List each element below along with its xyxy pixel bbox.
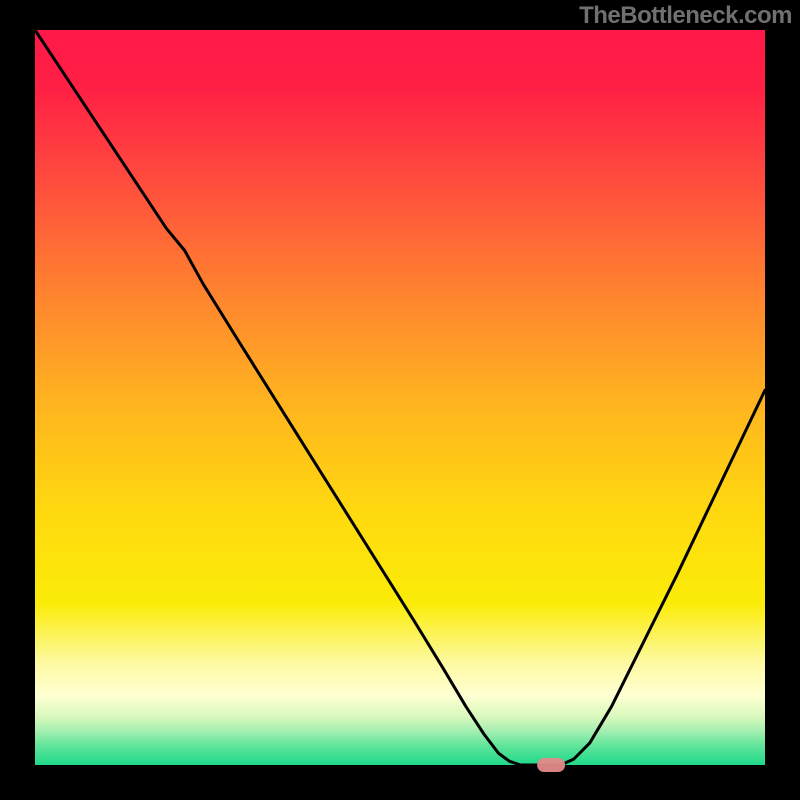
plot-region (35, 30, 765, 765)
bottleneck-chart: TheBottleneck.com (0, 0, 800, 800)
optimal-point-marker (537, 758, 565, 772)
chart-svg (0, 0, 800, 800)
watermark-text: TheBottleneck.com (579, 2, 792, 30)
